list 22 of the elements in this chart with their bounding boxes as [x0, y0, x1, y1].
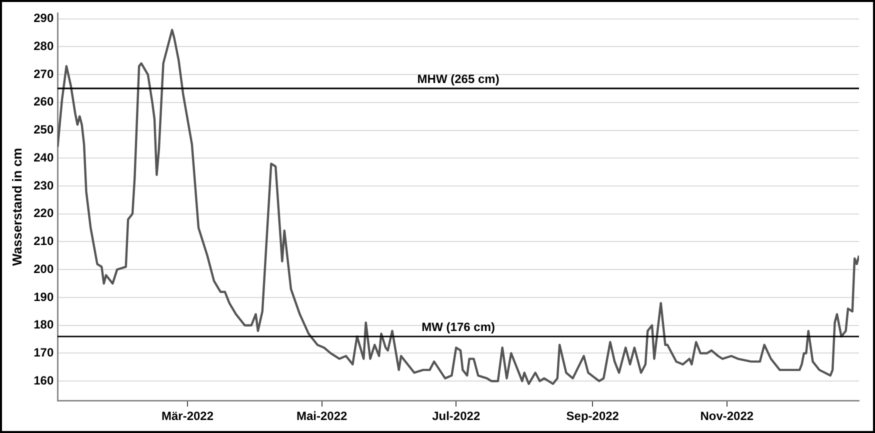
y-tick-label: 290	[34, 11, 54, 26]
y-tick-label: 260	[34, 94, 54, 109]
y-tick-label: 270	[34, 66, 54, 81]
y-tick-label: 170	[34, 346, 54, 360]
y-tick-label: 200	[34, 262, 54, 276]
x-tick-label: Sep-2022	[566, 409, 620, 424]
y-tick-label: 220	[34, 206, 54, 220]
y-tick-label: 160	[34, 373, 54, 388]
y-axis-title: Wasserstand in cm	[9, 148, 24, 266]
x-tick-label: Jul-2022	[432, 409, 480, 424]
x-tick-label: Mär-2022	[162, 409, 214, 424]
y-tick-label: 190	[34, 290, 54, 304]
y-tick-label: 250	[34, 122, 54, 137]
y-tick-label: 210	[34, 234, 54, 248]
ref-line-label: MHW (265 cm)	[417, 72, 500, 86]
x-tick-label: Mai-2022	[296, 409, 348, 424]
y-tick-label: 280	[34, 38, 54, 53]
x-tick-label: Nov-2022	[700, 409, 754, 424]
y-tick-label: 240	[34, 150, 54, 164]
y-tick-label: 230	[34, 178, 54, 192]
y-tick-label: 180	[34, 318, 54, 332]
ref-line-label: MW (176 cm)	[422, 320, 495, 334]
